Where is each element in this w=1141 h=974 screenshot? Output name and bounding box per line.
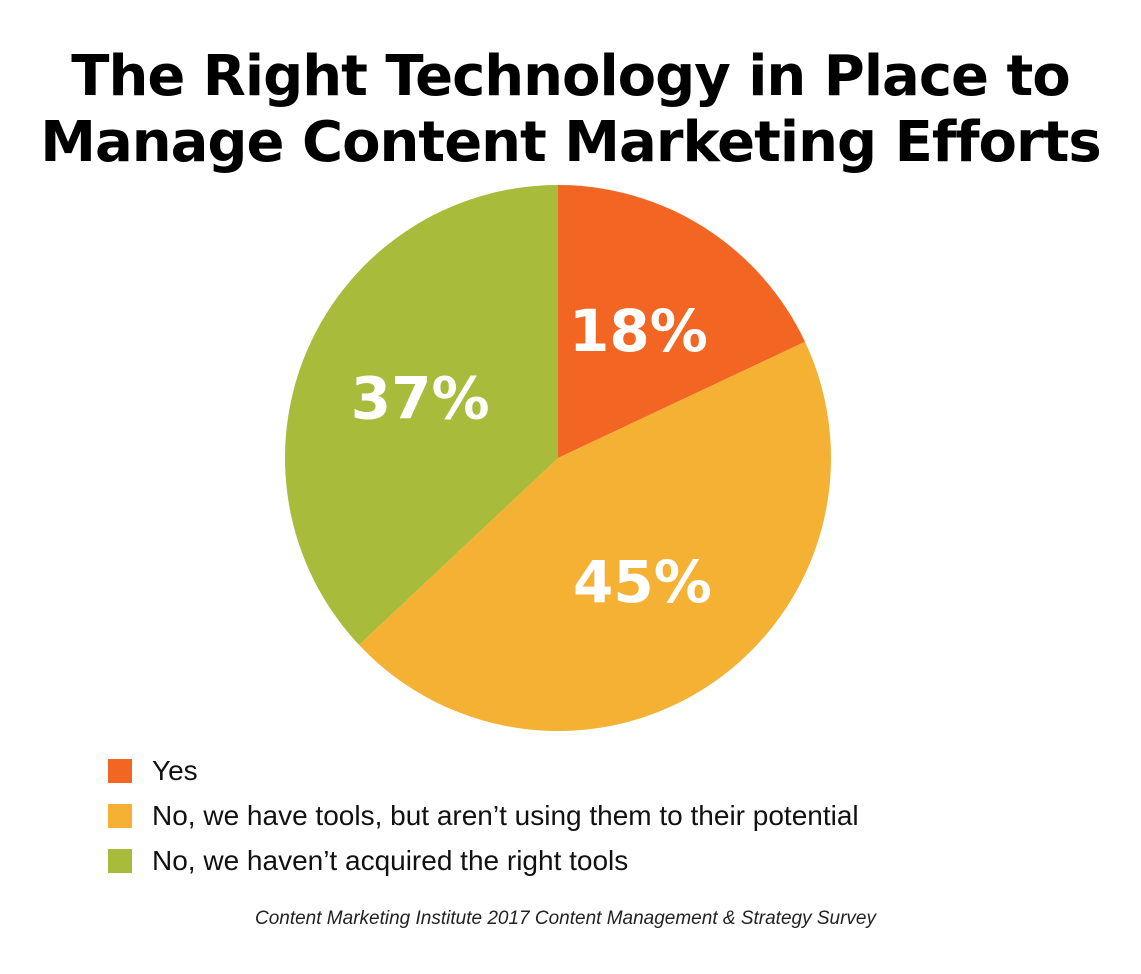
chart-title-line-2: Manage Content Marketing Efforts [40, 110, 1102, 175]
legend-swatch-yes [108, 758, 132, 783]
legend-label-yes: Yes [152, 754, 198, 786]
legend: Yes No, we have tools, but aren’t using … [108, 748, 859, 883]
chart-title-line-1: The Right Technology in Place to [71, 44, 1070, 109]
source-note: Content Marketing Institute 2017 Content… [254, 908, 877, 929]
legend-swatch-tools-underused [108, 803, 132, 828]
pie-slice-label-0: 18% [569, 297, 708, 365]
legend-item-tools-underused: No, we have tools, but aren’t using them… [108, 793, 859, 838]
pie-labels: 18% 45% 37% [351, 297, 712, 616]
pie-slice-label-2: 37% [351, 364, 490, 432]
legend-label-no-tools: No, we haven’t acquired the right tools [152, 844, 629, 876]
legend-item-yes: Yes [108, 748, 859, 793]
chart-title: The Right Technology in Place to Manage … [0, 44, 1141, 176]
legend-item-no-tools: No, we haven’t acquired the right tools [108, 838, 859, 883]
pie-slices [284, 185, 832, 732]
legend-label-tools-underused: No, we have tools, but aren’t using them… [152, 799, 859, 831]
pie-slice-2 [284, 185, 558, 645]
pie-slice-label-1: 45% [573, 548, 712, 616]
pie-slice-0 [558, 185, 806, 458]
pie-slice-1 [358, 341, 832, 732]
legend-swatch-no-tools [108, 848, 132, 873]
